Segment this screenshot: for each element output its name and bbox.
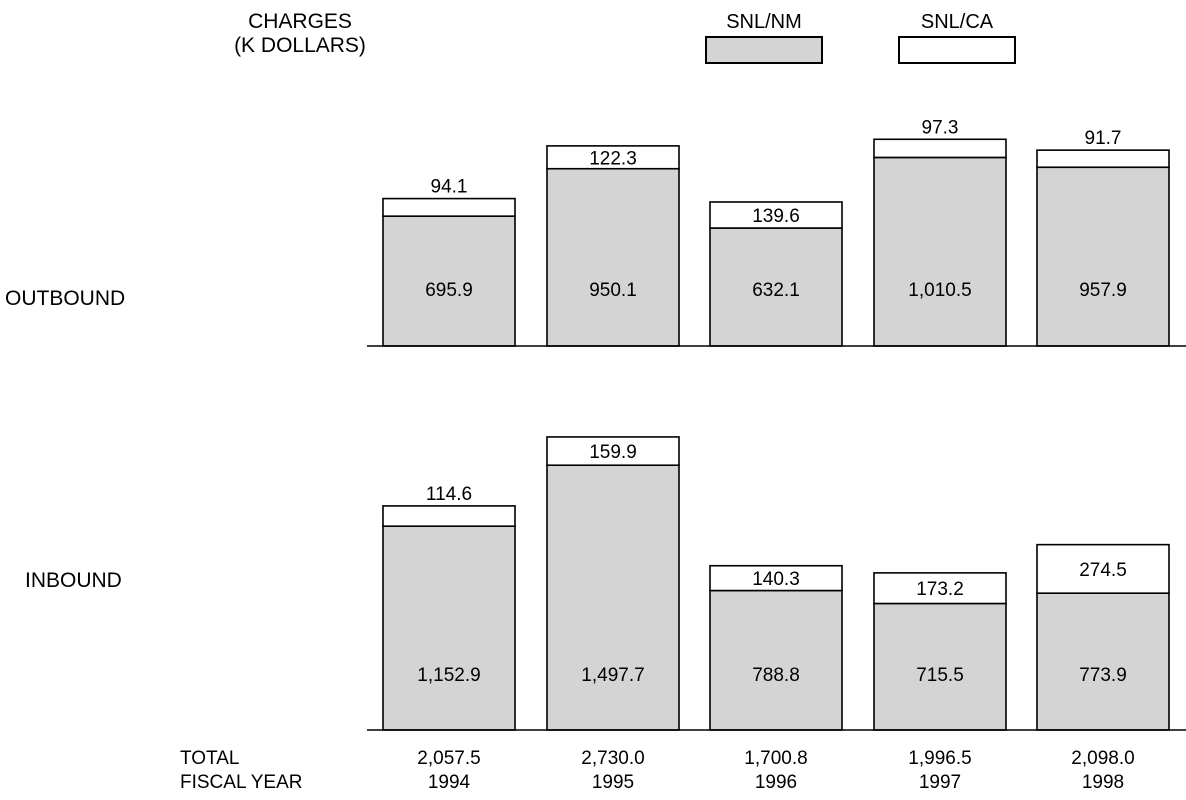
label-outbound-snl-nm-1998: 957.9 [1079, 280, 1127, 301]
label-inbound-snl-ca-1996: 140.3 [752, 569, 800, 590]
label-outbound-snl-ca-1996: 139.6 [752, 206, 800, 227]
bar-inbound-snl-nm-1997 [873, 602, 1007, 731]
label-outbound-snl-ca-1997: 97.3 [922, 117, 959, 138]
bar-inbound-snl-nm-1996 [709, 589, 843, 731]
label-outbound-snl-nm-1996: 632.1 [752, 280, 800, 301]
label-outbound-snl-nm-1994: 695.9 [425, 280, 473, 301]
label-inbound-snl-nm-1998: 773.9 [1079, 665, 1127, 686]
bar-outbound-snl-ca-1997 [873, 138, 1007, 159]
legend-swatch-snl-ca [898, 36, 1016, 64]
bar-outbound-snl-ca-1996 [709, 201, 843, 229]
bar-inbound-snl-nm-1995 [546, 464, 680, 731]
total-value-1998: 2,098.0 [1071, 748, 1135, 769]
charges-label: CHARGES [248, 10, 352, 33]
bar-inbound-snl-nm-1998 [1036, 592, 1170, 731]
legend-swatch-snl-nm [705, 36, 823, 64]
bar-inbound-snl-ca-1998 [1036, 543, 1170, 594]
fiscal-year-value-1998: 1998 [1081, 772, 1125, 793]
label-inbound-snl-ca-1994: 114.6 [426, 484, 472, 505]
fiscal-year-value-1996: 1996 [754, 772, 798, 793]
label-inbound-snl-nm-1995: 1,497.7 [581, 665, 644, 686]
bar-outbound-snl-ca-1998 [1036, 149, 1170, 169]
total-value-1996: 1,700.8 [744, 748, 808, 769]
label-inbound-snl-nm-1996: 788.8 [752, 665, 800, 686]
fiscal-year-label: FISCAL YEAR [180, 772, 303, 793]
charges-unit-label: (K DOLLARS) [234, 34, 366, 57]
total-label: TOTAL [180, 748, 240, 769]
legend-label-snl-nm: SNL/NM [726, 11, 802, 33]
total-value-1994: 2,057.5 [417, 748, 481, 769]
total-value-1997: 1,996.5 [908, 748, 972, 769]
label-outbound-snl-ca-1994: 94.1 [431, 177, 468, 198]
label-inbound-snl-ca-1995: 159.9 [589, 442, 637, 463]
bar-outbound-snl-nm-1998 [1036, 166, 1170, 347]
bar-inbound-snl-ca-1997 [873, 572, 1007, 605]
label-inbound-snl-nm-1997: 715.5 [916, 665, 964, 686]
label-outbound-snl-nm-1995: 950.1 [589, 280, 637, 301]
bar-outbound-snl-ca-1995 [546, 145, 680, 170]
bar-inbound-snl-ca-1995 [546, 436, 680, 467]
total-value-1995: 2,730.0 [581, 748, 645, 769]
label-outbound-snl-nm-1997: 1,010.5 [908, 280, 971, 301]
label-outbound-snl-ca-1998: 91.7 [1085, 128, 1122, 149]
row-label-outbound: OUTBOUND [5, 287, 126, 310]
fiscal-year-value-1995: 1995 [591, 772, 635, 793]
row-label-inbound: INBOUND [25, 569, 122, 592]
bar-outbound-snl-nm-1995 [546, 167, 680, 347]
y-unit-label: CHARGES (K DOLLARS) [210, 10, 390, 58]
label-outbound-snl-ca-1995: 122.3 [589, 148, 637, 169]
fiscal-year-value-1994: 1994 [427, 772, 471, 793]
bar-inbound-snl-ca-1994 [382, 505, 516, 527]
label-inbound-snl-nm-1994: 1,152.9 [417, 665, 480, 686]
label-inbound-snl-ca-1998: 274.5 [1079, 560, 1127, 581]
bar-inbound-snl-ca-1996 [709, 564, 843, 592]
label-inbound-snl-ca-1997: 173.2 [916, 579, 964, 600]
fiscal-year-value-1997: 1997 [918, 772, 962, 793]
bar-outbound-snl-nm-1997 [873, 156, 1007, 347]
bar-inbound-snl-nm-1994 [382, 525, 516, 731]
bar-outbound-snl-ca-1994 [382, 197, 516, 217]
legend-label-snl-ca: SNL/CA [920, 11, 994, 33]
